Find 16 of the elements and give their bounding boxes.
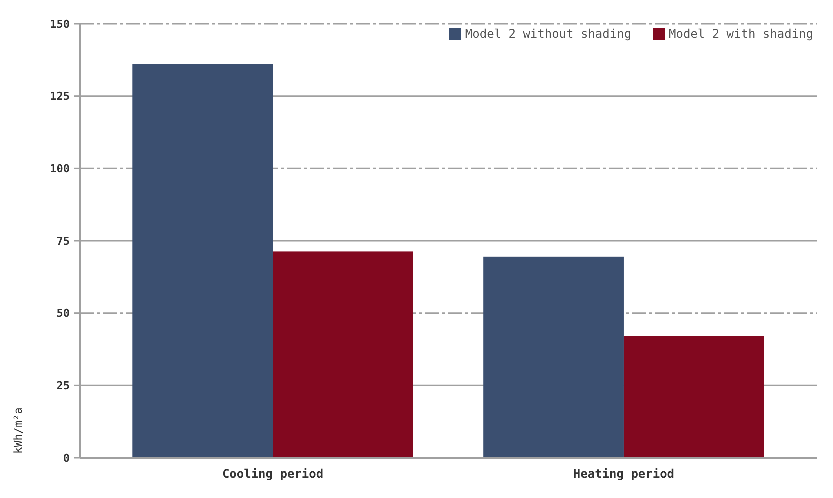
bar: [624, 336, 764, 458]
y-tick-label: 75: [56, 234, 70, 248]
x-tick-label: Heating period: [573, 467, 675, 481]
y-tick-label: 100: [50, 162, 70, 176]
legend-label: Model 2 without shading: [465, 27, 632, 42]
y-tick-label: 0: [63, 452, 70, 465]
bar: [484, 256, 624, 458]
bar: [132, 64, 274, 458]
x-tick-label: Cooling period: [222, 467, 324, 481]
y-tick-label: 150: [50, 18, 70, 31]
y-tick-label: 125: [50, 90, 70, 104]
y-tick-label: 25: [56, 380, 70, 393]
y-tick-label: 50: [56, 307, 70, 320]
bar: [273, 252, 414, 458]
y-axis-title: kWh/m²a: [12, 408, 25, 454]
legend-label: Model 2 with shading: [669, 27, 814, 42]
